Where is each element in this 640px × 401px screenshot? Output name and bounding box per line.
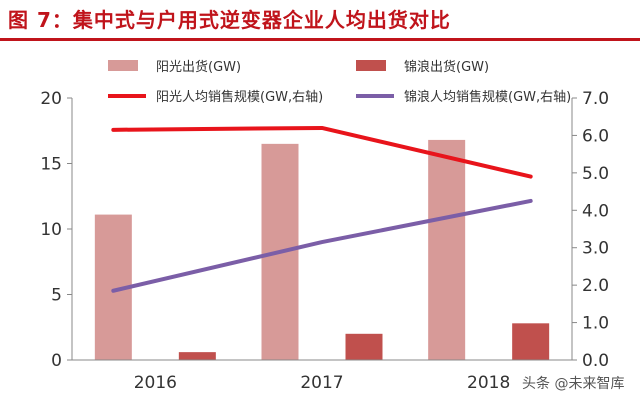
- series-line: [111, 125, 533, 179]
- y-left-tick-label: 0: [51, 351, 62, 371]
- x-tick-label: 2018: [467, 373, 510, 393]
- y-right-tick-label: 4.0: [582, 201, 609, 221]
- chart-title: 图 7：集中式与户用式逆变器企业人均出货对比: [8, 8, 451, 32]
- y-right-tick-label: 3.0: [582, 239, 609, 259]
- y-right-tick-label: 1.0: [582, 314, 609, 334]
- watermark: 头条 @未来智库: [522, 376, 625, 392]
- y-right-tick-label: 5.0: [582, 164, 609, 184]
- y-right-tick-label: 2.0: [582, 276, 609, 296]
- y-right-tick-label: 7.0: [582, 89, 609, 109]
- legend-label: 阳光人均销售规模(GW,右轴): [156, 89, 323, 105]
- series-line: [111, 198, 533, 293]
- bar: [512, 323, 550, 360]
- legend-swatch: [108, 60, 138, 71]
- bar: [428, 139, 466, 360]
- y-left-tick-label: 5: [51, 286, 62, 306]
- legend-label: 锦浪出货(GW): [404, 59, 489, 75]
- bar: [178, 352, 216, 360]
- y-right-tick-label: 0.0: [582, 351, 609, 371]
- bar: [345, 333, 383, 360]
- y-right-tick-label: 6.0: [582, 126, 609, 146]
- y-left-tick-label: 10: [40, 220, 62, 240]
- y-left-tick-label: 20: [40, 89, 62, 109]
- x-tick-label: 2016: [134, 373, 177, 393]
- y-left-tick-label: 15: [40, 155, 62, 175]
- legend-label: 锦浪人均销售规模(GW,右轴): [404, 89, 571, 105]
- title-rule: [0, 38, 640, 41]
- x-tick-label: 2017: [300, 373, 343, 393]
- legend-swatch: [356, 60, 386, 71]
- legend-label: 阳光出货(GW): [156, 59, 241, 75]
